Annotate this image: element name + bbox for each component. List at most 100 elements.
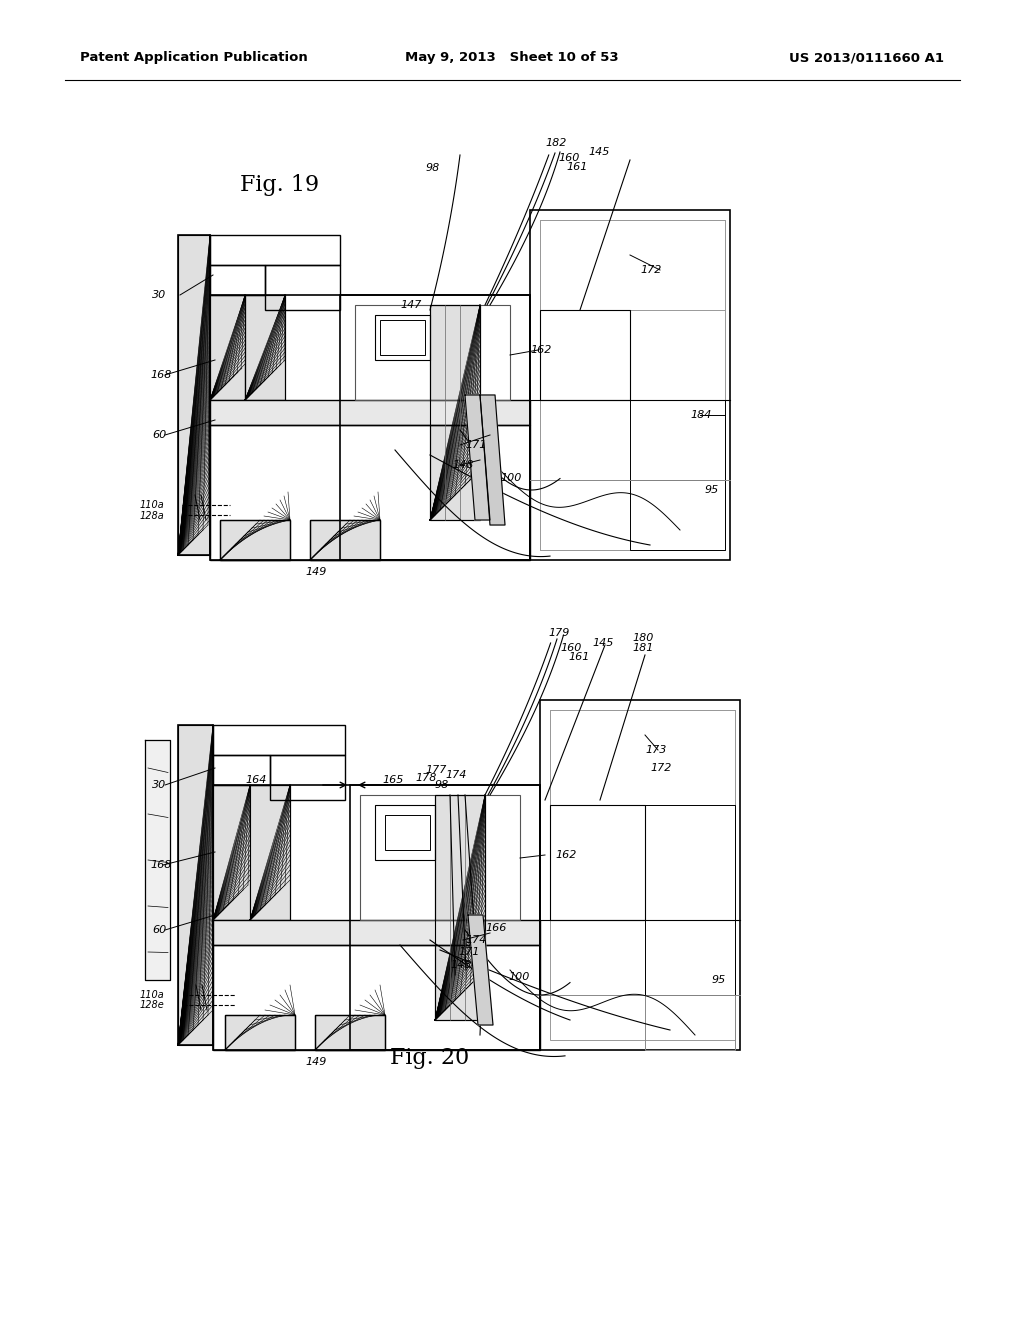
Bar xyxy=(540,220,725,550)
Text: 177: 177 xyxy=(425,766,446,775)
Text: 149: 149 xyxy=(305,1057,327,1067)
Text: 161: 161 xyxy=(568,652,590,663)
Text: 128e: 128e xyxy=(140,1001,165,1010)
Text: 172: 172 xyxy=(640,265,662,275)
Text: 98: 98 xyxy=(426,162,440,173)
Text: 100: 100 xyxy=(508,972,529,982)
Bar xyxy=(375,805,435,861)
Bar xyxy=(213,785,290,920)
Bar xyxy=(435,795,485,1020)
Bar xyxy=(375,315,430,360)
Text: 147: 147 xyxy=(400,300,421,310)
Bar xyxy=(630,400,725,480)
Bar xyxy=(380,319,425,355)
Bar xyxy=(213,755,270,785)
Bar xyxy=(310,520,380,560)
Bar xyxy=(210,294,530,560)
Bar xyxy=(540,400,725,550)
Bar xyxy=(310,520,380,560)
Bar xyxy=(250,785,290,920)
Bar xyxy=(178,235,210,554)
Bar xyxy=(245,294,285,400)
Text: 168: 168 xyxy=(150,861,171,870)
Bar xyxy=(435,795,485,1020)
Text: May 9, 2013   Sheet 10 of 53: May 9, 2013 Sheet 10 of 53 xyxy=(406,51,618,65)
Bar xyxy=(315,1015,385,1049)
Text: 145: 145 xyxy=(592,638,613,648)
Polygon shape xyxy=(480,395,505,525)
Polygon shape xyxy=(465,395,490,520)
Text: 178: 178 xyxy=(415,774,436,783)
Bar xyxy=(540,310,630,400)
Bar xyxy=(210,400,530,425)
Bar xyxy=(178,235,210,554)
Text: 179: 179 xyxy=(548,628,569,638)
Text: Fig. 19: Fig. 19 xyxy=(240,174,319,195)
Bar xyxy=(350,785,540,1049)
Text: 182: 182 xyxy=(545,139,566,148)
Bar xyxy=(213,785,250,920)
Bar xyxy=(210,425,530,560)
Text: 30: 30 xyxy=(152,780,166,789)
Text: 166: 166 xyxy=(485,923,507,933)
Bar xyxy=(178,725,213,1045)
Bar xyxy=(355,305,510,400)
Bar xyxy=(645,920,735,995)
Bar xyxy=(550,805,645,920)
Bar xyxy=(540,220,725,310)
Bar xyxy=(540,700,740,1049)
Text: Fig. 20: Fig. 20 xyxy=(390,1047,470,1069)
Bar xyxy=(645,920,735,1049)
Bar xyxy=(645,805,735,920)
Text: 149: 149 xyxy=(305,568,327,577)
Bar xyxy=(245,294,285,400)
Text: 174: 174 xyxy=(445,770,466,780)
Text: 162: 162 xyxy=(530,345,551,355)
Text: 98: 98 xyxy=(435,780,450,789)
Bar xyxy=(270,755,345,800)
Bar xyxy=(213,725,345,755)
Bar xyxy=(210,294,245,400)
Bar xyxy=(210,235,340,265)
Text: 110a: 110a xyxy=(140,990,165,1001)
Text: 110a: 110a xyxy=(140,500,165,510)
Bar xyxy=(210,294,245,400)
Bar xyxy=(220,520,290,560)
Text: 148: 148 xyxy=(450,960,471,970)
Bar xyxy=(210,265,265,294)
Bar xyxy=(213,945,540,1049)
Text: 30: 30 xyxy=(152,290,166,300)
Text: 128a: 128a xyxy=(140,511,165,521)
Text: 171: 171 xyxy=(458,946,479,957)
Text: 95: 95 xyxy=(712,975,726,985)
Text: 168: 168 xyxy=(150,370,171,380)
Bar xyxy=(265,265,340,310)
Bar xyxy=(178,725,213,1045)
Bar xyxy=(213,920,540,945)
Text: 172: 172 xyxy=(650,763,672,774)
Text: 160: 160 xyxy=(560,643,582,653)
Polygon shape xyxy=(145,741,170,979)
Text: 161: 161 xyxy=(566,162,588,172)
Bar xyxy=(430,305,480,520)
Bar xyxy=(430,305,480,520)
Text: 148: 148 xyxy=(452,459,473,470)
Text: 160: 160 xyxy=(558,153,580,162)
Text: 60: 60 xyxy=(152,925,166,935)
Bar xyxy=(385,814,430,850)
Text: 60: 60 xyxy=(152,430,166,440)
Bar xyxy=(360,795,520,920)
Text: 173: 173 xyxy=(645,744,667,755)
Bar xyxy=(225,1015,295,1049)
Text: US 2013/0111660 A1: US 2013/0111660 A1 xyxy=(790,51,944,65)
Text: 145: 145 xyxy=(588,147,609,157)
Text: 162: 162 xyxy=(555,850,577,861)
Bar xyxy=(550,710,735,1040)
Text: 174: 174 xyxy=(465,935,486,945)
Bar xyxy=(630,480,725,550)
Text: 184: 184 xyxy=(690,411,712,420)
Text: 181: 181 xyxy=(632,643,653,653)
Bar xyxy=(213,785,540,1049)
Bar xyxy=(550,710,735,805)
Text: 100: 100 xyxy=(500,473,521,483)
